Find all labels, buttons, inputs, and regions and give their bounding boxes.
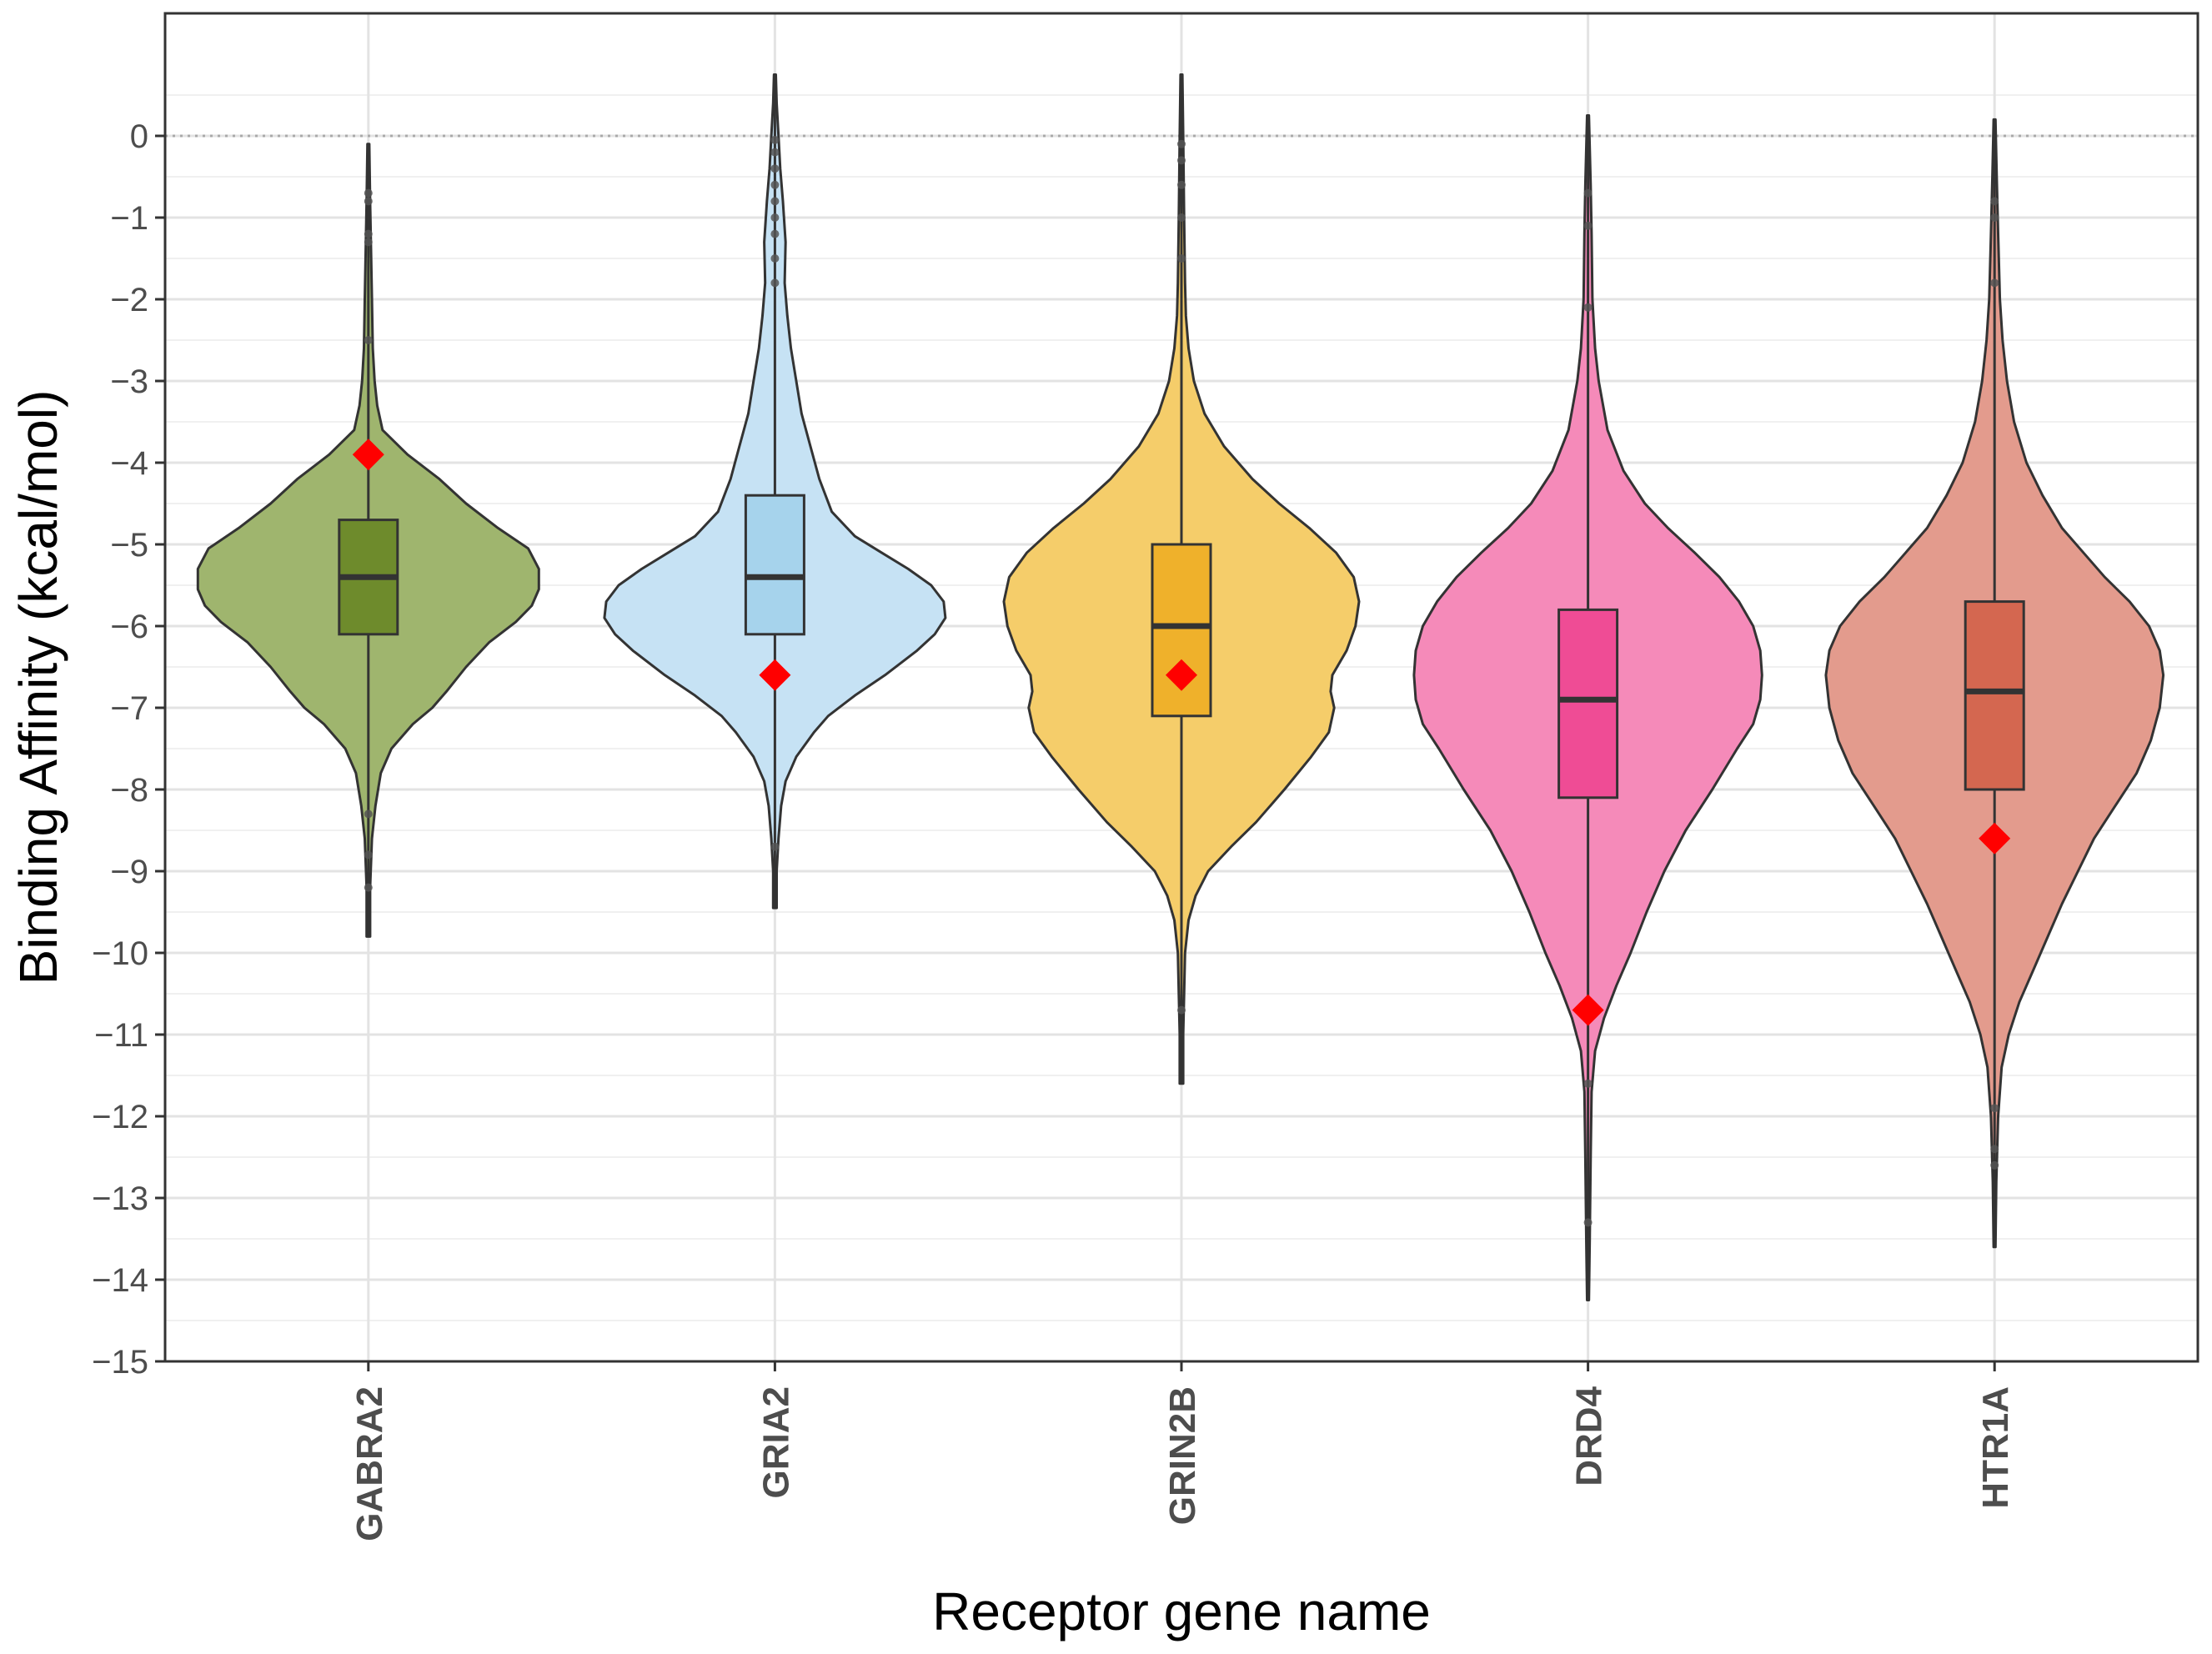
marked-value-diamond — [1572, 994, 1604, 1026]
marked-value-diamond — [1979, 822, 2011, 855]
outlier-point — [770, 278, 780, 288]
y-tick-label: −8 — [110, 772, 148, 809]
outlier-point — [770, 135, 780, 144]
outlier-point — [364, 188, 373, 198]
y-tick-label: −3 — [110, 363, 148, 400]
outlier-point — [1990, 1160, 1999, 1170]
x-category-label: DRD4 — [1569, 1386, 1610, 1486]
violin-layer — [196, 73, 2165, 1301]
outlier-point — [770, 164, 780, 173]
y-tick-label: −7 — [110, 690, 148, 727]
outlier-point — [770, 180, 780, 189]
outlier-point — [1990, 1104, 1999, 1113]
violin-group-gria2 — [603, 73, 947, 910]
y-tick-label: −4 — [110, 445, 148, 482]
y-tick-label: −14 — [92, 1262, 148, 1299]
x-category-label: GABRA2 — [349, 1386, 390, 1541]
outlier-point — [770, 213, 780, 222]
outlier-point — [1990, 278, 1999, 288]
outlier-point — [1177, 139, 1186, 148]
box-iqr — [744, 494, 805, 636]
marked-value-diamond — [759, 659, 791, 691]
y-axis-title: Binding Affinity (kcal/mol) — [8, 390, 68, 985]
outlier-point — [770, 229, 780, 238]
outlier-point — [364, 809, 373, 819]
outlier-point — [1177, 254, 1186, 263]
x-category-label: HTR1A — [1975, 1386, 2016, 1509]
outlier-point — [364, 229, 373, 238]
outlier-point — [1990, 213, 1999, 222]
outlier-point — [1990, 1145, 1999, 1154]
violin-group-gabra2 — [196, 143, 540, 938]
outlier-point — [364, 336, 373, 344]
x-axis-title: Receptor gene name — [932, 1581, 1431, 1641]
box-iqr — [1964, 600, 2025, 791]
y-tick-label: −1 — [110, 200, 148, 237]
y-tick-label: −2 — [110, 282, 148, 318]
x-category-label: GRIN2B — [1162, 1386, 1203, 1525]
outlier-point — [364, 883, 373, 892]
outlier-point — [364, 850, 373, 860]
violin-group-drd4 — [1412, 114, 1763, 1301]
y-tick-label: 0 — [130, 118, 148, 155]
outlier-point — [1583, 1079, 1593, 1088]
outlier-point — [1177, 180, 1186, 189]
y-tick-label: −12 — [92, 1099, 148, 1135]
outlier-point — [364, 197, 373, 206]
y-tick-label: −5 — [110, 527, 148, 564]
outlier-point — [770, 254, 780, 263]
axis-layer: 0 −1 −2 −3 −4 −5 −6 −7 −8 −9 −10 −11 −12 −13 −14 −15 GAB… — [92, 12, 2199, 1541]
outlier-point — [1583, 188, 1593, 198]
y-tick-label: −15 — [92, 1344, 148, 1381]
x-category-label: GRIA2 — [755, 1386, 796, 1498]
y-tick-label: −6 — [110, 609, 148, 645]
y-tick-label: −11 — [94, 1017, 148, 1054]
violin-group-htr1a — [1824, 118, 2165, 1249]
outlier-point — [1990, 197, 1999, 206]
marked-value-diamond — [1166, 659, 1197, 691]
outlier-point — [770, 842, 780, 851]
outlier-point — [1583, 303, 1593, 312]
outlier-point — [770, 197, 780, 206]
box-iqr — [1557, 608, 1619, 799]
marked-value-diamond — [352, 439, 384, 471]
y-tick-label: −9 — [110, 854, 148, 890]
y-tick-label: −10 — [92, 935, 148, 972]
outlier-point — [1177, 156, 1186, 165]
outlier-point — [1177, 1005, 1186, 1015]
y-tick-label: −13 — [92, 1180, 148, 1217]
outlier-point — [364, 238, 373, 247]
violin-group-grin2b — [1002, 73, 1361, 1085]
outlier-point — [1177, 213, 1186, 222]
outlier-point — [1583, 221, 1593, 230]
outlier-point — [1583, 1218, 1593, 1227]
outlier-point — [770, 148, 780, 157]
